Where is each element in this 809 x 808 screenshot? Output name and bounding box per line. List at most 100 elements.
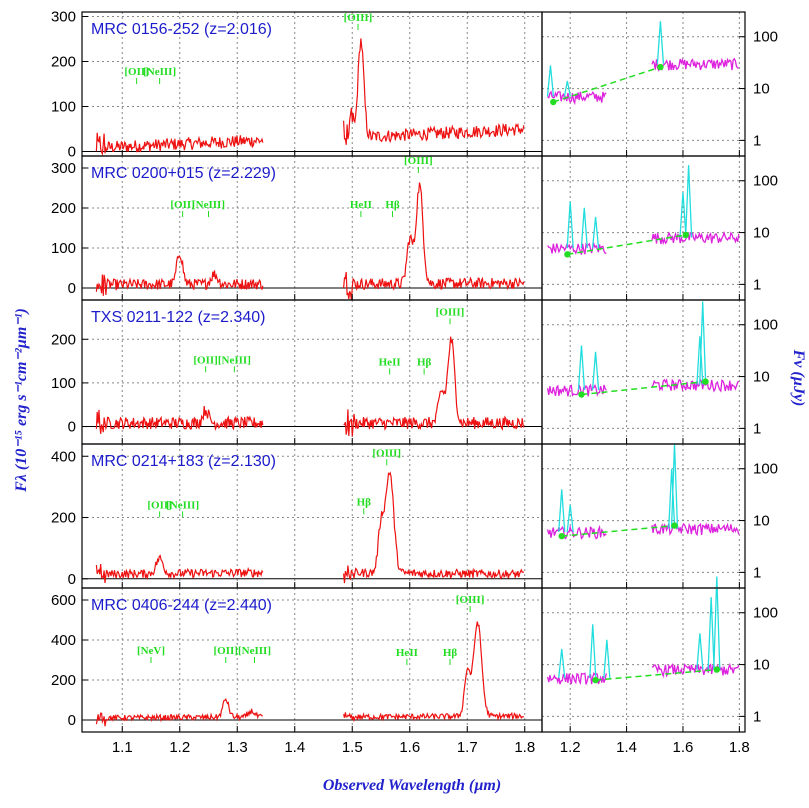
panel-2: 0 100 200 300 1 10 100 [OII][NeIII] HeII Hβ [OIII]… [51, 155, 778, 301]
sed-point [702, 378, 709, 385]
sed-continuum [547, 90, 607, 106]
sed-point [592, 676, 599, 684]
y-tick-label: 0 [68, 144, 76, 161]
sed-panel-frame [541, 11, 746, 157]
y-tick-label: 0 [68, 419, 76, 436]
sed-emission-line [591, 216, 600, 249]
sed-emission-line [699, 301, 707, 385]
sed-panel-frame [541, 443, 746, 589]
sed-x-tick-label: 1.8 [729, 739, 750, 756]
sed-emission-line [713, 576, 721, 670]
sed-emission-line [566, 504, 574, 533]
sed-emission-line [591, 351, 600, 391]
y-tick-label: 200 [51, 54, 76, 71]
x-tick-label: 1.4 [284, 739, 305, 756]
y-tick-label: 400 [51, 448, 76, 465]
panel-1: 0 100 200 300 1 10 100 [OII][NeIII] [OIII] MRC 01… [51, 9, 778, 161]
y-tick-label: 200 [51, 672, 76, 689]
sed-fit-line [581, 380, 706, 396]
emission-line-label: Hβ [385, 199, 400, 211]
emission-line-label: Hβ [443, 647, 458, 659]
sed-y-tick-label: 10 [753, 369, 770, 386]
emission-line-label: [OIII] [372, 447, 401, 459]
sed-y-tick-label: 1 [753, 420, 761, 437]
sed-continuum [547, 241, 607, 255]
sed-emission-line [603, 639, 611, 679]
spectrum-line [95, 336, 525, 437]
sed-x-tick-label: 1.2 [560, 739, 581, 756]
sed-continuum [651, 378, 740, 393]
right-y-axis-title: Fν (µJy) [790, 349, 807, 407]
emission-line-label: [OII] [124, 66, 148, 78]
sed-y-tick-label: 100 [753, 461, 778, 478]
emission-line-label: HeII [379, 356, 401, 368]
emission-line-label: [OIII] [404, 155, 433, 167]
y-tick-label: 0 [68, 280, 76, 297]
panel-title: MRC 0156-252 (z=2.016) [91, 21, 272, 38]
left-y-axis-title: Fλ (10⁻¹⁵ erg s⁻¹cm⁻²µm⁻¹) [13, 308, 30, 493]
sed-continuum [651, 662, 740, 679]
sed-y-tick-label: 10 [753, 657, 770, 674]
sed-x-tick-label: 1.6 [673, 739, 694, 756]
sed-emission-line [546, 65, 555, 97]
sed-continuum [651, 230, 740, 246]
labels-layer: Observed Wavelength (µm) Fλ (10⁻¹⁵ erg s… [13, 308, 807, 794]
sed-emission-line [696, 633, 704, 670]
spectrum-line [95, 182, 525, 300]
sed-point [682, 231, 689, 239]
panel-title: TXS 0211-122 (z=2.340) [91, 309, 265, 326]
y-tick-label: 100 [51, 99, 76, 116]
emission-line-label: [NeIII] [192, 199, 225, 211]
sed-y-tick-label: 100 [753, 605, 778, 622]
panel-title: MRC 0406-244 (z=2.440) [91, 597, 272, 614]
sed-point [558, 532, 565, 540]
panel-title: MRC 0200+015 (z=2.229) [91, 165, 276, 182]
sed-fit-line [553, 66, 661, 103]
emission-line-label: [NeIII] [238, 645, 271, 657]
sed-continuum [546, 382, 607, 398]
sed-y-tick-label: 10 [753, 225, 770, 242]
x-tick-label: 1.1 [112, 739, 133, 756]
emission-line-label: [OII] [214, 645, 238, 657]
panel-4: 0 200 400 1 10 100 [OII][NeIII] Hβ [OIII] MRC 021… [51, 443, 778, 589]
x-tick-label: 1.3 [227, 739, 248, 756]
sed-y-tick-label: 100 [753, 29, 778, 46]
sed-y-tick-label: 10 [753, 513, 770, 530]
sed-continuum [651, 57, 739, 73]
x-axis-title: Observed Wavelength (µm) [323, 777, 501, 794]
sed-y-tick-label: 1 [753, 708, 761, 725]
sed-continuum [651, 522, 740, 537]
sed-point [550, 98, 557, 106]
y-tick-label: 100 [51, 240, 76, 257]
sed-emission-line [684, 165, 693, 238]
y-tick-label: 300 [51, 9, 76, 26]
panel-3: 0 100 200 1 10 100 [OII] [NeIII] HeII Hβ [OIII] TXS… [51, 299, 778, 445]
x-tick-label: 1.5 [342, 739, 363, 756]
emission-line-label: Hβ [357, 496, 372, 508]
sed-emission-line [580, 207, 588, 249]
emission-line-label: [OII] [147, 499, 171, 511]
spectrum-line [95, 471, 525, 584]
sed-y-tick-label: 1 [753, 132, 761, 149]
sed-continuum [546, 672, 607, 686]
sed-emission-line [566, 201, 574, 249]
sed-point [671, 522, 678, 529]
sed-point [713, 666, 721, 673]
spectrum-line [95, 38, 525, 156]
y-tick-label: 200 [51, 200, 76, 217]
sed-x-tick-label: 1.4 [616, 739, 637, 756]
panel-title: MRC 0214+183 (z=2.130) [91, 453, 276, 470]
sed-panel-frame [541, 299, 746, 445]
y-tick-label: 0 [68, 571, 76, 588]
sed-emission-line [679, 192, 687, 238]
emission-line-label: [OIII] [456, 594, 485, 606]
emission-line-label: [NeIII] [143, 66, 176, 78]
sed-point [564, 251, 571, 258]
emission-line-label: Hβ [417, 356, 432, 368]
sed-y-tick-label: 100 [753, 317, 778, 334]
x-tick-label: 1.2 [169, 739, 190, 756]
sed-emission-line [707, 597, 715, 670]
emission-line-label: HeII [350, 199, 372, 211]
emission-line-label: [OII] [193, 354, 217, 366]
